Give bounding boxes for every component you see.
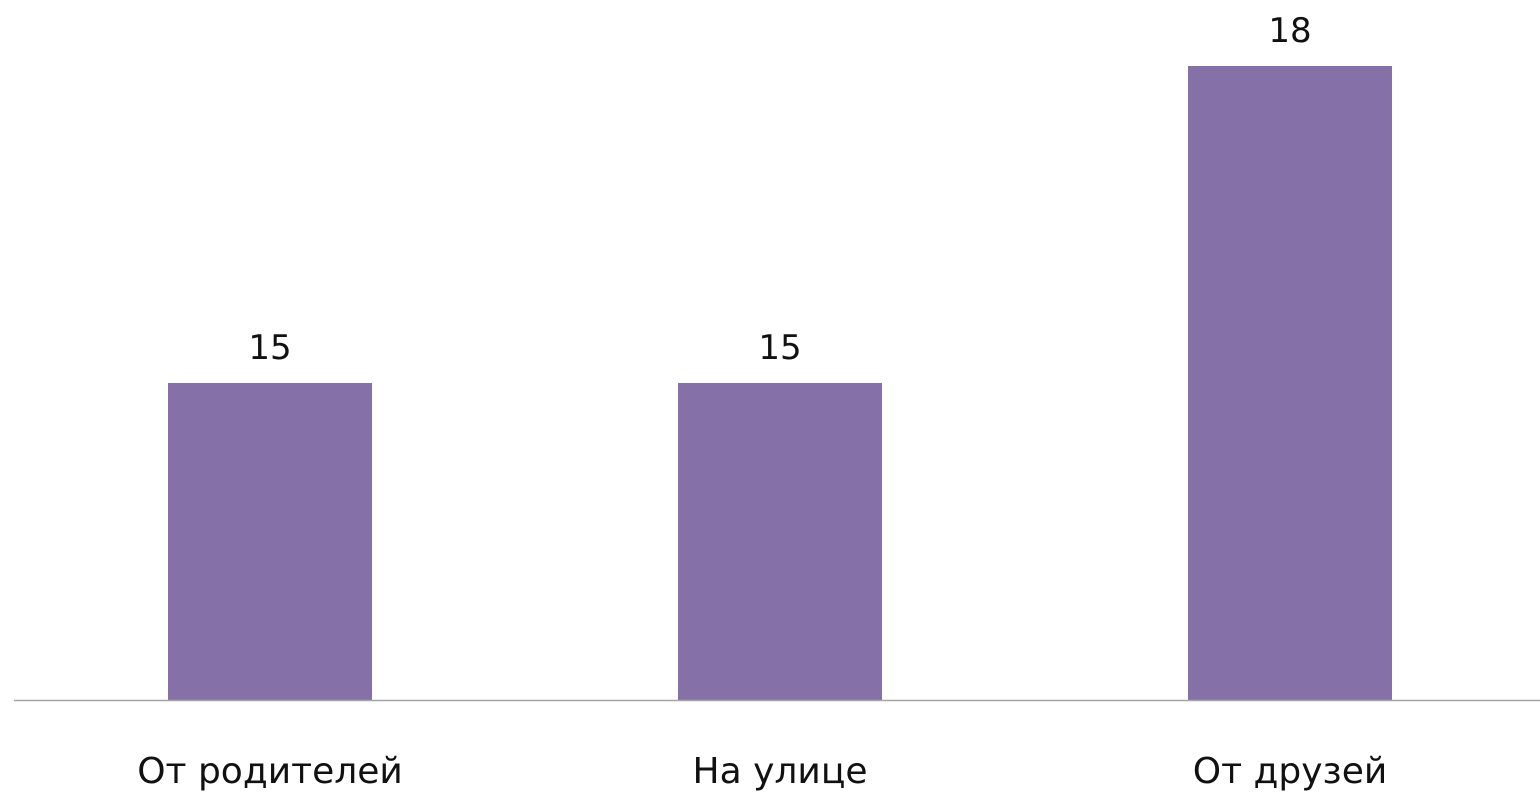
category-label: От родителей	[137, 751, 403, 792]
data-labels-group: 15 15 18	[248, 11, 1311, 368]
bars-group	[168, 66, 1392, 700]
category-label: На улице	[693, 751, 868, 792]
bar-value-label: 15	[248, 328, 291, 368]
category-label: От друзей	[1193, 751, 1387, 792]
bar	[678, 383, 882, 700]
bar	[168, 383, 372, 700]
category-labels-group: От родителей На улице От друзей	[137, 751, 1387, 792]
bar	[1188, 66, 1392, 700]
bar-value-label: 18	[1268, 11, 1311, 51]
bar-value-label: 15	[758, 328, 801, 368]
